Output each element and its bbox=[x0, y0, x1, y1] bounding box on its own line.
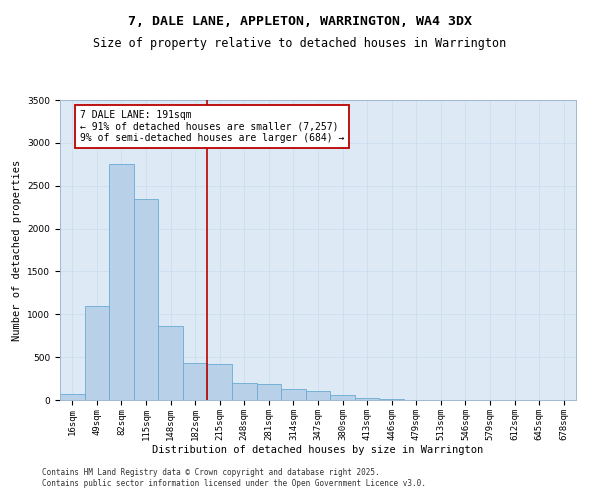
Bar bbox=[85, 306, 109, 400]
Bar bbox=[60, 394, 85, 400]
Text: Contains HM Land Registry data © Crown copyright and database right 2025.
Contai: Contains HM Land Registry data © Crown c… bbox=[42, 468, 426, 487]
Bar bbox=[355, 398, 379, 400]
Bar bbox=[183, 363, 208, 400]
Bar bbox=[306, 390, 330, 400]
Text: 7 DALE LANE: 191sqm
← 91% of detached houses are smaller (7,257)
9% of semi-deta: 7 DALE LANE: 191sqm ← 91% of detached ho… bbox=[80, 110, 344, 144]
Bar bbox=[109, 164, 134, 400]
Bar bbox=[257, 384, 281, 400]
Y-axis label: Number of detached properties: Number of detached properties bbox=[12, 160, 22, 340]
Text: 7, DALE LANE, APPLETON, WARRINGTON, WA4 3DX: 7, DALE LANE, APPLETON, WARRINGTON, WA4 … bbox=[128, 15, 472, 28]
Bar bbox=[208, 364, 232, 400]
Bar bbox=[281, 390, 306, 400]
Bar bbox=[232, 384, 257, 400]
Bar bbox=[134, 198, 158, 400]
X-axis label: Distribution of detached houses by size in Warrington: Distribution of detached houses by size … bbox=[152, 446, 484, 456]
Bar bbox=[158, 326, 183, 400]
Bar bbox=[330, 395, 355, 400]
Bar bbox=[379, 399, 404, 400]
Text: Size of property relative to detached houses in Warrington: Size of property relative to detached ho… bbox=[94, 38, 506, 51]
